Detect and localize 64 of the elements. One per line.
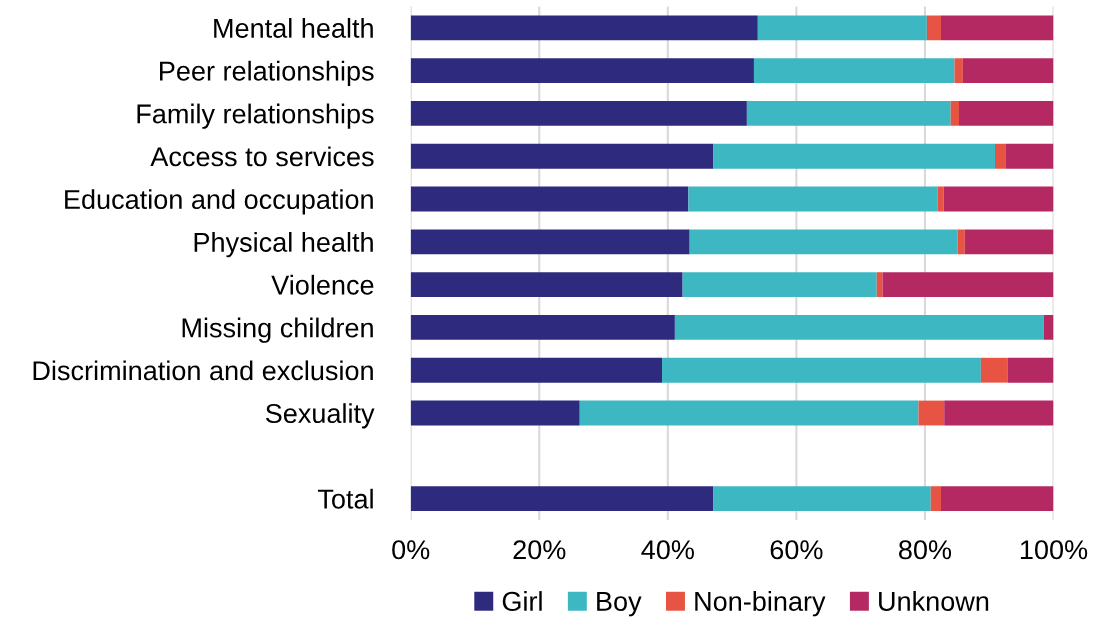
bar xyxy=(926,15,942,41)
bar xyxy=(964,229,1054,255)
y-tick-label: Peer relationships xyxy=(160,60,374,87)
y-tick-label: Sexuality xyxy=(265,403,375,429)
y-tick-label: Access to services xyxy=(150,146,374,167)
bar xyxy=(713,143,996,169)
bar xyxy=(682,272,877,298)
x-tick-label: 80% xyxy=(899,540,952,560)
x-tick-label: 60% xyxy=(770,540,823,560)
bar xyxy=(954,58,963,84)
y-tick-label: Physical health xyxy=(194,232,373,258)
x-tick-label: 0% xyxy=(392,540,430,560)
x-tick-label: 100% xyxy=(1020,540,1088,560)
bar xyxy=(959,101,1054,126)
x-tick-label: 40% xyxy=(641,540,694,560)
bar xyxy=(410,15,758,41)
y-tick-label: Discrimination and exclusion xyxy=(33,360,373,381)
bar xyxy=(1007,357,1054,383)
bar xyxy=(410,58,754,84)
y-tick-label: Missing children xyxy=(182,317,373,343)
bar xyxy=(689,229,958,255)
bar xyxy=(1043,315,1054,340)
x-tick-label: 20% xyxy=(513,540,566,560)
bar xyxy=(713,486,931,512)
bar xyxy=(980,357,1008,383)
bar xyxy=(674,315,1044,340)
bar xyxy=(410,272,683,298)
bar xyxy=(882,272,1054,298)
bar xyxy=(941,486,1054,512)
y-tick-label: Mental health xyxy=(214,18,373,38)
bar xyxy=(944,400,1054,426)
bar xyxy=(962,58,1054,84)
bar xyxy=(943,186,1054,212)
bar xyxy=(688,186,938,212)
y-tick-label: Violence xyxy=(271,274,374,295)
bar xyxy=(410,101,747,126)
bar xyxy=(662,357,981,383)
bar xyxy=(995,143,1006,169)
bar xyxy=(957,229,965,255)
bar xyxy=(753,58,955,84)
bar xyxy=(757,15,927,41)
bar xyxy=(410,315,675,340)
bar xyxy=(410,357,663,383)
bar xyxy=(410,400,580,426)
bar xyxy=(937,186,944,212)
bar xyxy=(579,400,919,426)
bar xyxy=(746,101,951,126)
bar xyxy=(930,486,942,512)
legend-label: Unknown xyxy=(879,591,989,611)
bar xyxy=(410,143,714,169)
legend-label: Boy xyxy=(597,592,642,617)
bar xyxy=(941,15,1054,41)
legend-label: Girl xyxy=(502,591,542,611)
bar xyxy=(918,400,945,426)
legend-label: Non-binary xyxy=(695,591,826,617)
bar xyxy=(410,186,689,212)
y-tick-label: Education and occupation xyxy=(65,189,373,215)
bar xyxy=(950,101,960,126)
y-tick-label: Family relationships xyxy=(137,103,374,129)
y-tick-label: Total xyxy=(317,488,373,509)
bar xyxy=(876,272,883,298)
bar xyxy=(410,486,714,512)
bar xyxy=(410,229,690,255)
bar xyxy=(1005,143,1054,169)
